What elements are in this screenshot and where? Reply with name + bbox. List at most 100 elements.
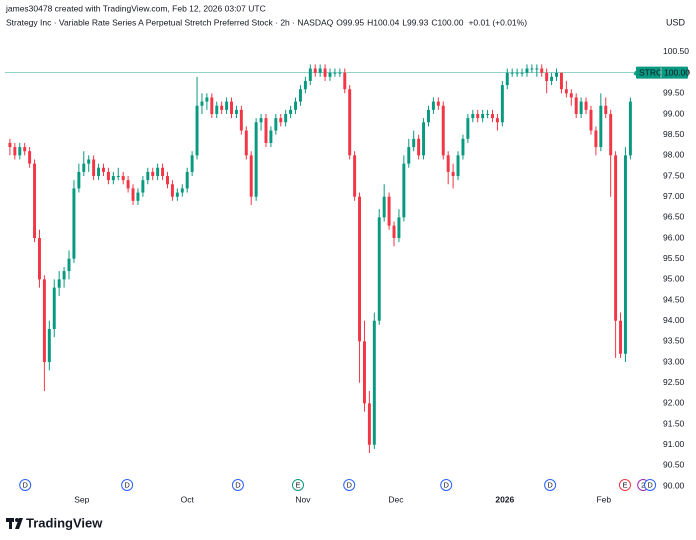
event-marker — [618, 479, 631, 491]
y-tick-label: 90.00 — [663, 480, 685, 490]
candle-body — [422, 122, 426, 156]
y-tick-label: 93.00 — [663, 356, 685, 366]
x-tick-label: Dec — [388, 494, 404, 504]
candle-body — [358, 196, 362, 342]
legend-key: O — [336, 17, 343, 27]
candle-body — [33, 163, 37, 239]
y-tick-label: 97.50 — [663, 170, 685, 180]
candle-body — [628, 101, 632, 156]
y-tick-label: 92.50 — [663, 377, 685, 387]
candle-body — [579, 101, 583, 115]
candle-body — [156, 167, 160, 177]
candle-body — [392, 225, 396, 239]
legend-key: H — [367, 17, 373, 27]
candle-body — [57, 279, 61, 288]
candle-body — [510, 72, 514, 74]
candle-body — [559, 72, 563, 90]
candle-body — [471, 114, 475, 119]
candle-body — [279, 118, 283, 123]
x-tick-label: Nov — [295, 494, 311, 504]
event-marker — [644, 479, 657, 491]
y-tick-label: 90.50 — [663, 460, 685, 470]
event-label: 2 — [641, 480, 645, 489]
y-tick-label: 96.50 — [663, 212, 685, 222]
candle-body — [530, 68, 534, 70]
candle-body — [298, 89, 302, 102]
candle-body — [569, 93, 573, 98]
y-tick-label: 99.00 — [663, 108, 685, 118]
candle-body — [619, 320, 623, 354]
candle-body — [225, 101, 229, 110]
candle-body — [481, 114, 485, 119]
candle-body — [126, 180, 130, 189]
price-label-box — [636, 66, 688, 79]
candle-body — [609, 114, 613, 156]
legend-value: 100.04 — [373, 17, 399, 27]
candle-body — [436, 101, 440, 106]
candle-body — [52, 287, 56, 329]
candle-body — [594, 130, 598, 148]
event-marker — [231, 479, 244, 491]
event-label: D — [444, 480, 450, 489]
candle-body — [599, 105, 603, 148]
x-tick-label: Feb — [596, 494, 611, 504]
event-label: D — [346, 480, 352, 489]
legend-key: L — [402, 17, 407, 27]
candle-body — [584, 101, 588, 110]
footer-logo: TradingView — [26, 515, 103, 530]
y-tick-label: 95.50 — [663, 253, 685, 263]
candle-body — [18, 147, 22, 156]
candle-body — [77, 171, 81, 189]
candle-body — [146, 171, 150, 181]
candle-body — [574, 97, 578, 115]
candle-body — [87, 159, 91, 164]
event-label: D — [124, 480, 130, 489]
candle-body — [308, 68, 312, 81]
candle-body — [427, 109, 430, 123]
candle-body — [407, 147, 411, 164]
candle-body — [230, 101, 233, 115]
candle-body — [92, 159, 96, 177]
candle-body — [456, 155, 460, 177]
y-tick-label: 97.00 — [663, 191, 685, 201]
candle-body — [264, 118, 268, 143]
candle-body — [486, 114, 490, 116]
legend-key: C — [431, 17, 437, 27]
candle-body — [141, 180, 145, 193]
legend-value: 99.93 — [407, 17, 429, 27]
candle-body — [28, 151, 32, 164]
x-tick-label: Sep — [74, 494, 89, 504]
y-tick-label: 91.00 — [663, 439, 685, 449]
chart-title: Strategy Inc · Variable Rate Series A Pe… — [6, 17, 334, 27]
candle-body — [67, 258, 71, 272]
candle-body — [540, 68, 544, 73]
candle-body — [412, 138, 416, 148]
price-symbol: STRC — [639, 67, 662, 77]
attribution: james30478 created with TradingView.com,… — [5, 3, 266, 13]
candle-body — [190, 155, 194, 172]
event-label: D — [647, 480, 653, 489]
candle-body — [102, 167, 105, 172]
candle-body — [476, 114, 480, 119]
candle-body — [318, 68, 322, 73]
candle-body — [555, 72, 558, 77]
candle-body — [274, 118, 278, 131]
candle-body — [402, 163, 406, 218]
candle-body — [37, 238, 41, 280]
candle-body — [259, 118, 263, 123]
x-tick-label: Oct — [181, 494, 195, 504]
y-tick-label: 92.00 — [663, 398, 685, 408]
candle-body — [185, 171, 189, 189]
y-tick-label: 98.50 — [663, 129, 685, 139]
candle-body — [23, 147, 27, 152]
candle-body — [367, 403, 371, 445]
candle-body — [466, 118, 470, 139]
candle-body — [323, 68, 327, 77]
candle-body — [397, 217, 401, 239]
price-value: 100.00 — [664, 67, 690, 77]
candle-body — [13, 147, 17, 156]
candle-body — [451, 171, 455, 177]
candle-body — [289, 109, 293, 115]
y-tick-label: 96.00 — [663, 232, 685, 242]
candle-body — [633, 72, 637, 75]
